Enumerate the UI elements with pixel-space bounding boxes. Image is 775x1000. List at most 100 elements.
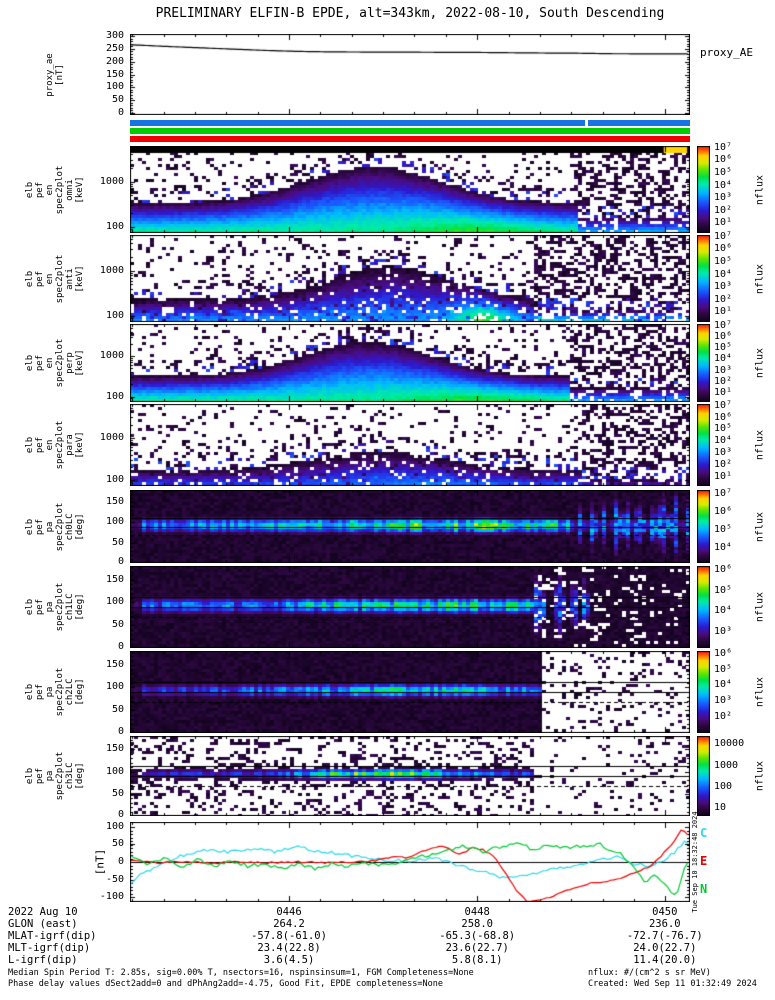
colorbar-tick-label: 10⁵ — [714, 524, 733, 536]
legend-E: E — [700, 854, 708, 868]
y-tick-label: 100 — [105, 220, 124, 232]
proxy-y-tick-label: 250 — [105, 42, 124, 54]
colorbar-tick-label: 10¹ — [714, 387, 733, 399]
y-tick-label: 1000 — [99, 175, 124, 187]
colorbar-tick-label: 10⁶ — [714, 411, 733, 423]
colorbar-tick-label: 10³ — [714, 625, 733, 637]
proxy-y-axis-label: proxy_ae [nT] — [45, 52, 65, 97]
spectrogram-panel-perp: elb pef en spec2plot perp [keV] 1000 100 … — [0, 320, 775, 402]
y-axis-label: elb pef en spec2plot anti [keV] — [25, 254, 85, 303]
footnote-nflux-units: nflux: #/(cm^2 s sr MeV) — [588, 968, 711, 978]
y-tick-label: 0 — [117, 808, 124, 820]
status-strip-red — [130, 136, 690, 142]
y-tick-label: 50 — [111, 536, 124, 548]
proxy-y-tick-label: 0 — [117, 106, 124, 118]
proxy-y-tick-label: 50 — [111, 94, 124, 106]
mag-y-tick-label: 0 — [117, 856, 124, 867]
colorbar-tick-label: 10⁶ — [714, 564, 733, 576]
proxy-y-tick-label: 200 — [105, 55, 124, 67]
magnetometer-line-plot — [130, 822, 690, 902]
colorbar-tick-label: 10¹ — [714, 306, 733, 318]
y-tick-label: 50 — [111, 704, 124, 716]
annotation-row: GLON (east) 264.2 258.0 236.0 — [0, 918, 775, 930]
y-axis-label: elb pef pa spec2plot ch2LC [deg] — [25, 667, 85, 717]
annotation-value: 5.8(8.1) — [451, 954, 503, 966]
annotation-row-label: GLON (east) — [8, 918, 78, 930]
y-ticks: 150 100 50 0 — [86, 566, 126, 651]
y-axis-label: elb pef pa spec2plot ch0LC [deg] — [25, 502, 85, 551]
annotation-value: 23.4(22.8) — [257, 942, 321, 954]
colorbar-tick-label: 10⁴ — [714, 542, 733, 554]
proxy-ae-line-plot — [130, 34, 690, 115]
colorbar-tick-label: 10⁵ — [714, 584, 733, 596]
colorbar-unit-label: nflux — [754, 347, 766, 379]
y-ticks: 150 100 50 0 — [86, 490, 126, 567]
y-tick-label: 0 — [117, 725, 124, 737]
colorbar-ticks: 10⁶ 10⁵ 10⁴ 10³ — [714, 564, 760, 648]
spectrogram-panel-omni: elb pef en spec2plot omni [keV] 1000 100 … — [0, 141, 775, 233]
annotation-value: 0450 — [652, 906, 678, 918]
mag-y-tick-label: 100 — [105, 821, 124, 832]
colorbar-tick-label: 10⁴ — [714, 679, 733, 691]
colorbar-ticks: 10⁷ 10⁶ 10⁵ 10⁴ 10³ 10² 10¹ — [714, 320, 760, 402]
colorbar-canvas — [697, 651, 710, 733]
y-axis-label: elb pef en spec2plot para [keV] — [25, 420, 85, 470]
spectrogram-canvas — [130, 490, 690, 563]
colorbar-tick-label: 10² — [714, 376, 733, 388]
y-tick-label: 100 — [105, 309, 124, 321]
y-axis-label: elb pef en spec2plot perp [keV] — [25, 338, 85, 388]
annotation-value: 0446 — [276, 906, 302, 918]
footnote-spin-period: Median Spin Period T: 2.85s, sig=0.00% T… — [8, 968, 474, 978]
y-tick-label: 100 — [105, 596, 124, 608]
legend-C: C — [700, 826, 708, 840]
colorbar-tick-label: 10⁴ — [714, 605, 733, 617]
colorbar-tick-label: 10³ — [714, 695, 733, 707]
colorbar-tick-label: 10⁷ — [714, 141, 733, 153]
colorbar-ticks: 10⁷ 10⁶ 10⁵ 10⁴ — [714, 488, 760, 563]
annotation-row-label: MLT-igrf(dip) — [8, 942, 91, 954]
colorbar-tick-label: 10⁴ — [714, 435, 733, 447]
proxy-ae-panel: proxy_ae [nT] 300 250 200 150 100 50 0 proxy_A… — [0, 31, 775, 118]
y-tick-label: 100 — [105, 765, 124, 777]
colorbar-canvas — [697, 324, 710, 402]
y-tick-label: 100 — [105, 390, 124, 402]
colorbar-canvas — [697, 235, 710, 322]
annotation-value: -65.3(-68.8) — [439, 930, 516, 942]
mag-y-tick-label: -50 — [105, 873, 124, 885]
y-tick-label: 0 — [117, 640, 124, 652]
pitch-angle-panel-ch1lc: elb pef pa spec2plot ch1LC [deg] 150 100 5… — [0, 564, 775, 652]
colorbar-tick-label: 100 — [714, 781, 733, 793]
y-tick-label: 100 — [105, 681, 124, 693]
colorbar-tick-label: 10⁵ — [714, 342, 733, 354]
y-ticks: 1000 100 — [86, 324, 126, 402]
mag-y-tick-label: -100 — [99, 891, 124, 902]
annotation-value: -72.7(-76.7) — [626, 930, 703, 942]
colorbar-tick-label: 10⁶ — [714, 330, 733, 342]
colorbar-tick-label: 10⁵ — [714, 423, 733, 435]
colorbar-canvas — [697, 566, 710, 648]
status-strip-gap — [585, 120, 588, 126]
y-tick-label: 50 — [111, 619, 124, 631]
colorbar-tick-label: 10³ — [714, 364, 733, 376]
y-ticks: 150 100 50 0 — [86, 736, 126, 819]
colorbar-tick-label: 10⁴ — [714, 268, 733, 280]
y-tick-label: 1000 — [99, 349, 124, 361]
colorbar-unit-label: nflux — [754, 676, 766, 708]
colorbar-tick-label: 10² — [714, 459, 733, 471]
colorbar-tick-label: 10⁷ — [714, 230, 733, 242]
y-axis-label: elb pef pa spec2plot ch3LC [deg] — [25, 751, 85, 801]
y-ticks: 1000 100 — [86, 235, 126, 322]
colorbar-tick-label: 10⁷ — [714, 399, 733, 411]
annotation-value: 11.4(20.0) — [633, 954, 697, 966]
y-tick-label: 1000 — [99, 431, 124, 443]
proxy-y-tick-label: 100 — [105, 81, 124, 93]
colorbar-tick-label: 10⁶ — [714, 154, 733, 166]
colorbar-tick-label: 10⁵ — [714, 166, 733, 178]
colorbar-tick-label: 10¹ — [714, 470, 733, 482]
colorbar-tick-label: 10² — [714, 204, 733, 216]
colorbar-unit-label: nflux — [754, 511, 766, 542]
figure-title: PRELIMINARY ELFIN-B EPDE, alt=343km, 202… — [155, 6, 665, 21]
colorbar-tick-label: 10² — [714, 710, 733, 722]
colorbar-tick-label: 10⁴ — [714, 179, 733, 191]
colorbar-tick-label: 10¹ — [714, 217, 733, 229]
